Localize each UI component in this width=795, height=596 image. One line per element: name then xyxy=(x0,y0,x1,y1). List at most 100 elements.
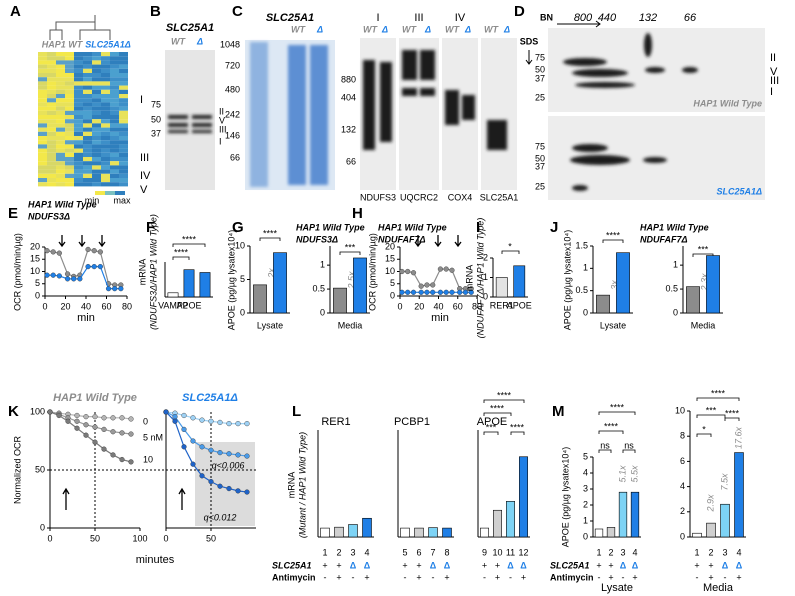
data-point xyxy=(424,282,430,288)
data-point xyxy=(418,283,424,289)
bar xyxy=(273,252,287,314)
heatmap-cell xyxy=(119,68,128,73)
blot-label: III xyxy=(140,152,149,164)
bar xyxy=(333,287,347,314)
heatmap-cell xyxy=(92,85,101,90)
panel-label: A xyxy=(10,3,21,20)
heatmap-cell xyxy=(38,94,47,99)
heatmap-cell xyxy=(83,68,92,73)
colorbar xyxy=(95,191,105,195)
heatmap-cell xyxy=(119,102,128,107)
data-point xyxy=(430,282,436,288)
heatmap-cell xyxy=(83,60,92,65)
condition-label: Δ xyxy=(430,560,437,570)
y-tick-label: 0 xyxy=(583,531,588,541)
blot-label: SLC25A1 xyxy=(266,12,314,24)
data-point xyxy=(405,289,411,295)
x-tick-label: 7 xyxy=(430,547,435,557)
heatmap-cell xyxy=(110,136,119,141)
x-axis-label: minutes xyxy=(136,554,175,566)
heatmap-cell xyxy=(56,60,65,65)
data-point xyxy=(208,447,214,453)
heatmap-cell xyxy=(119,157,128,162)
annotation: q<0.006 xyxy=(212,460,245,470)
x-tick-label: 80 xyxy=(472,301,482,311)
data-point xyxy=(226,485,232,492)
heatmap-cell xyxy=(83,127,92,132)
panel-label: M xyxy=(552,403,565,420)
annotation: * xyxy=(508,241,512,251)
x-tick-label: RER1 xyxy=(490,300,514,310)
heatmap-cell xyxy=(119,119,128,124)
heatmap-cell xyxy=(101,89,110,94)
x-tick-label: 10 xyxy=(492,547,502,557)
annotation: **** xyxy=(610,402,625,412)
heatmap-cell xyxy=(38,165,47,170)
annotation: 3x xyxy=(609,280,619,290)
data-point xyxy=(244,453,250,459)
heatmap-cell xyxy=(83,148,92,153)
heatmap-cell xyxy=(74,152,83,157)
blot-label: 146 xyxy=(225,130,240,140)
heatmap-cell xyxy=(65,140,74,145)
x-tick-label: 2 xyxy=(708,547,713,557)
heatmap-cell xyxy=(47,136,56,141)
legend-entry: NDUFAF7Δ xyxy=(640,234,688,244)
blot-label: SLC25A1Δ xyxy=(85,39,131,49)
heatmap-cell xyxy=(38,178,47,183)
bar xyxy=(400,527,410,538)
heatmap-cell xyxy=(110,161,119,166)
data-point xyxy=(199,417,205,423)
blot-label: SDS xyxy=(520,36,539,46)
condition-label: + xyxy=(521,572,526,582)
blot-label: 800 xyxy=(574,12,593,24)
heatmap-cell xyxy=(74,64,83,69)
annotation: *** xyxy=(486,422,497,432)
series-line xyxy=(49,411,132,463)
heatmap-cell xyxy=(101,123,110,128)
heatmap-cell xyxy=(110,85,119,90)
data-point xyxy=(47,409,53,415)
heatmap-cell xyxy=(110,140,119,145)
blot-label: 75 xyxy=(535,141,545,151)
heatmap-cell xyxy=(119,144,128,149)
heatmap-cell xyxy=(101,102,110,107)
y-tick-label: 50 xyxy=(35,464,45,474)
heatmap-cell xyxy=(110,169,119,174)
heatmap-cell xyxy=(101,157,110,162)
blot-label: I xyxy=(376,12,379,24)
heatmap-cell xyxy=(65,73,74,78)
blot-label: V xyxy=(219,115,225,125)
data-point xyxy=(97,264,103,270)
heatmap-cell xyxy=(101,173,110,178)
significance-bracket xyxy=(172,243,206,247)
condition-label: Δ xyxy=(364,560,371,570)
blot-label: 37 xyxy=(151,128,161,138)
heatmap-cell xyxy=(92,182,101,187)
blot-label: I xyxy=(770,86,773,98)
heatmap-cell xyxy=(92,123,101,128)
heatmap-cell xyxy=(65,81,74,86)
injection-arrow xyxy=(62,487,70,510)
data-point xyxy=(418,289,424,295)
heatmap-cell xyxy=(110,127,119,132)
heatmap-cell xyxy=(65,98,74,103)
significance-bracket xyxy=(724,417,740,421)
heatmap-cell xyxy=(101,136,110,141)
blot-label: SLC25A1 xyxy=(166,22,214,34)
heatmap-cell xyxy=(101,52,110,57)
heatmap-cell xyxy=(119,73,128,78)
y-tick-label: 0 xyxy=(390,290,395,300)
x-tick-label: 50 xyxy=(90,533,100,543)
heatmap-cell xyxy=(92,52,101,57)
injection-arrow xyxy=(178,487,186,510)
heatmap-cell xyxy=(119,60,128,65)
y-tick-label: 5 xyxy=(240,274,245,284)
heatmap-cell xyxy=(47,73,56,78)
annotation: 2.3x xyxy=(699,273,709,292)
data-point xyxy=(217,419,223,426)
annotation: ns xyxy=(600,440,610,450)
blot-label: 25 xyxy=(535,92,545,102)
x-tick-label: 6 xyxy=(416,547,421,557)
y-axis-label: OCR (pmol/min/µg) xyxy=(367,233,377,311)
